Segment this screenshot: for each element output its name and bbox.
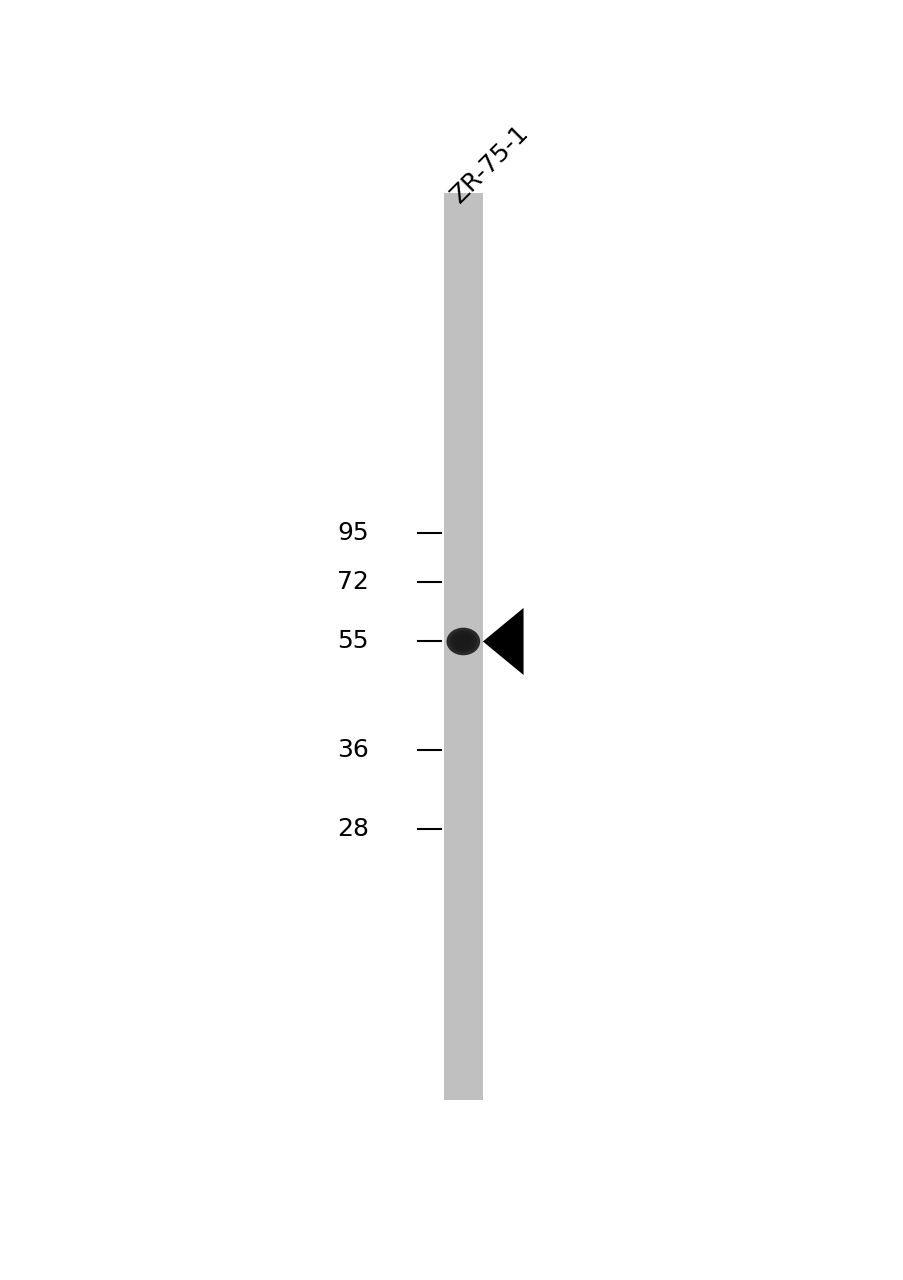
Text: 36: 36 bbox=[337, 737, 368, 762]
Ellipse shape bbox=[446, 627, 479, 655]
Text: 72: 72 bbox=[337, 571, 368, 594]
Ellipse shape bbox=[452, 634, 473, 650]
Text: 95: 95 bbox=[337, 521, 368, 545]
Polygon shape bbox=[482, 608, 523, 675]
Ellipse shape bbox=[450, 631, 476, 653]
Ellipse shape bbox=[456, 636, 470, 646]
Text: 55: 55 bbox=[337, 630, 368, 654]
Text: ZR-75-1: ZR-75-1 bbox=[446, 120, 533, 207]
Text: 28: 28 bbox=[336, 817, 368, 841]
Bar bbox=[443, 193, 482, 1100]
